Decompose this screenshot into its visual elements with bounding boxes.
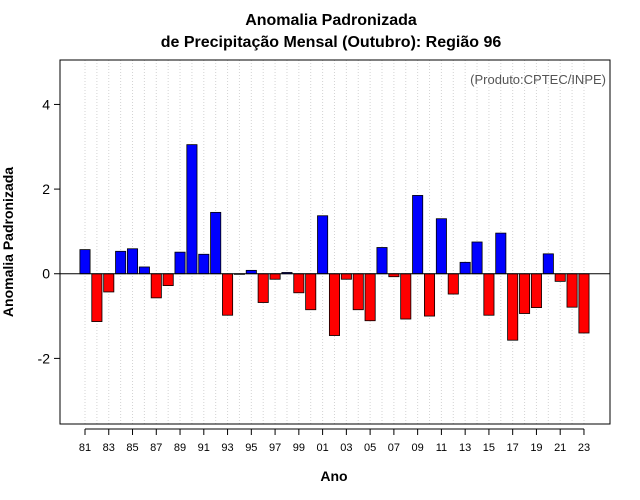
bar-2012 bbox=[447, 273, 459, 295]
bar-2006 bbox=[376, 247, 388, 275]
bar-1995 bbox=[245, 269, 257, 275]
bar-2020 bbox=[542, 253, 554, 275]
chart-title: Anomalia Padronizada bbox=[245, 12, 417, 29]
x-tick-label: 11 bbox=[436, 442, 447, 454]
bar-1988 bbox=[162, 273, 174, 286]
bar-2013 bbox=[459, 261, 471, 275]
x-axis-title: Ano bbox=[320, 468, 347, 484]
bar-2010 bbox=[424, 273, 436, 317]
y-tick-label: 4 bbox=[42, 96, 50, 112]
x-tick-label: 83 bbox=[103, 442, 115, 454]
x-tick-label: 09 bbox=[412, 442, 424, 454]
x-tick-label: 99 bbox=[293, 442, 305, 454]
x-tick-label: 89 bbox=[174, 442, 186, 454]
x-tick-label: 21 bbox=[554, 442, 566, 454]
plot-frame bbox=[59, 59, 611, 425]
bar-2016 bbox=[495, 232, 507, 275]
x-tick-label: 17 bbox=[507, 442, 519, 454]
x-axis: 81 83 85 87 89 91 93 95 97 99 01 03 05 07 09 11 13 15 17 19… bbox=[79, 428, 590, 454]
bar-2014 bbox=[471, 241, 483, 275]
bar-1984 bbox=[115, 250, 127, 275]
y-tick-label: 0 bbox=[42, 266, 50, 282]
x-tick-label: 15 bbox=[483, 442, 495, 454]
x-tick-label: 23 bbox=[578, 442, 590, 454]
bar-1983 bbox=[103, 273, 115, 293]
bar-2000 bbox=[305, 273, 317, 311]
bar-1990 bbox=[186, 144, 198, 275]
bar-2023 bbox=[578, 273, 590, 334]
bar-2009 bbox=[412, 195, 424, 275]
bar-2017 bbox=[507, 273, 519, 341]
grid-lines bbox=[84, 60, 585, 424]
x-tick-label: 19 bbox=[530, 442, 542, 454]
x-tick-label: 95 bbox=[245, 442, 257, 454]
x-tick-label: 97 bbox=[269, 442, 281, 454]
bar-2005 bbox=[364, 273, 376, 322]
bar-1991 bbox=[198, 253, 210, 275]
bar-1989 bbox=[174, 251, 186, 275]
bar-1999 bbox=[293, 273, 305, 294]
bar-2002 bbox=[328, 273, 340, 336]
x-tick-label: 91 bbox=[198, 442, 210, 454]
bar-2008 bbox=[400, 273, 412, 320]
x-tick-label: 13 bbox=[459, 442, 471, 454]
bar-2004 bbox=[352, 273, 364, 311]
bar-2011 bbox=[435, 218, 447, 275]
bar-1997 bbox=[269, 273, 281, 280]
bar-2019 bbox=[530, 273, 542, 309]
bar-1982 bbox=[91, 273, 103, 322]
x-tick-label: 03 bbox=[340, 442, 352, 454]
x-tick-label: 93 bbox=[221, 442, 233, 454]
bar-2015 bbox=[483, 273, 495, 316]
x-tick-label: 87 bbox=[150, 442, 162, 454]
x-tick-label: 07 bbox=[388, 442, 400, 454]
bar-2001 bbox=[317, 215, 329, 275]
bar-1986 bbox=[138, 266, 150, 275]
y-axis-title: Anomalia Padronizada bbox=[0, 167, 16, 317]
bar-1985 bbox=[127, 248, 139, 275]
chart-subtitle: de Precipitação Mensal (Outubro): Região… bbox=[161, 34, 502, 51]
credit-text: (Produto:CPTEC/INPE) bbox=[470, 72, 606, 87]
bar-2003 bbox=[340, 273, 352, 280]
bar-1981 bbox=[79, 249, 91, 275]
bar-1987 bbox=[150, 273, 162, 299]
bar-1992 bbox=[210, 211, 222, 275]
bar-2022 bbox=[566, 273, 578, 308]
bar-1993 bbox=[222, 273, 234, 316]
y-tick-label: 2 bbox=[42, 181, 50, 197]
bars bbox=[79, 144, 590, 341]
bar-2018 bbox=[519, 273, 531, 314]
bar-2021 bbox=[554, 273, 566, 282]
x-tick-label: 85 bbox=[126, 442, 138, 454]
bar-1996 bbox=[257, 273, 269, 303]
x-tick-label: 01 bbox=[316, 442, 328, 454]
x-tick-label: 05 bbox=[364, 442, 376, 454]
x-tick-label: 81 bbox=[79, 442, 91, 454]
y-axis: -2 0 2 4 bbox=[38, 96, 60, 366]
y-tick-label: -2 bbox=[38, 350, 51, 366]
